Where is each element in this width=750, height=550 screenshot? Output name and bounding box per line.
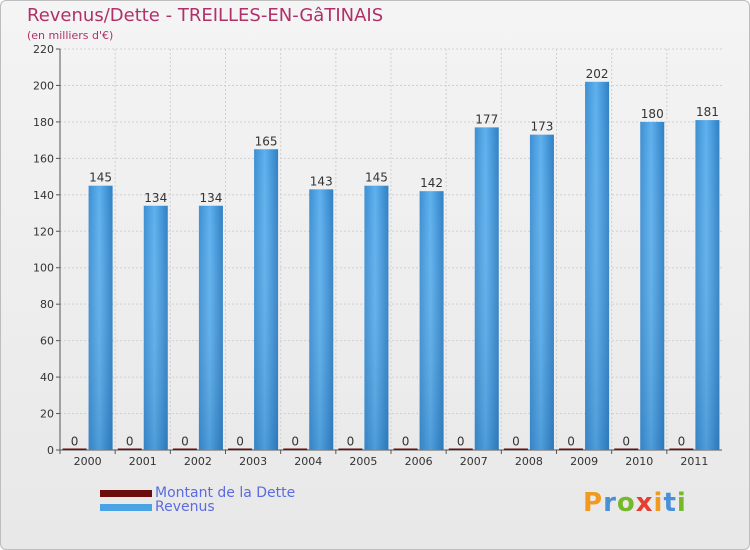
bar-revenus-shade xyxy=(419,191,444,450)
y-tick-label: 140 xyxy=(33,189,54,202)
x-tick-label: 2004 xyxy=(294,455,322,468)
logo-letter: i xyxy=(676,488,687,518)
bar-dette xyxy=(503,448,528,450)
bar-dette xyxy=(172,448,197,450)
bar-dette xyxy=(228,448,253,450)
x-tick-label: 2001 xyxy=(129,455,157,468)
bar-dette xyxy=(283,448,308,450)
bar-revenus-shade xyxy=(585,81,610,451)
data-label-dette: 0 xyxy=(71,435,79,449)
logo-letter: i xyxy=(653,488,664,518)
data-label-dette: 0 xyxy=(347,435,355,449)
x-tick-label: 2008 xyxy=(515,455,543,468)
data-label-dette: 0 xyxy=(622,435,630,449)
data-label-revenus: 145 xyxy=(365,171,388,185)
bar-dette xyxy=(669,448,694,450)
logo-letter: P xyxy=(583,488,604,518)
y-tick-label: 120 xyxy=(33,225,54,238)
data-label-dette: 0 xyxy=(512,435,520,449)
y-tick-label: 220 xyxy=(33,43,54,56)
x-tick-label: 2000 xyxy=(74,455,102,468)
data-label-revenus: 142 xyxy=(420,176,443,190)
bar-revenus-shade xyxy=(474,127,499,451)
legend-swatch-revenus xyxy=(100,504,152,511)
chart-subtitle: (en milliers d'€) xyxy=(27,29,114,42)
bar-revenus-shade xyxy=(143,205,168,450)
legend-label-dette: Montant de la Dette xyxy=(155,485,296,501)
data-label-revenus: 145 xyxy=(89,171,112,185)
bar-dette xyxy=(62,448,87,450)
legend-swatch-dette xyxy=(100,490,152,497)
x-tick-label: 2011 xyxy=(680,455,708,468)
bar-dette xyxy=(448,448,473,450)
data-label-dette: 0 xyxy=(402,435,410,449)
x-tick-label: 2002 xyxy=(184,455,212,468)
logo-letter: x xyxy=(635,488,654,518)
bar-dette xyxy=(117,448,142,450)
bar-dette xyxy=(338,448,363,450)
x-tick-label: 2007 xyxy=(460,455,488,468)
x-tick-label: 2003 xyxy=(239,455,267,468)
y-tick-label: 20 xyxy=(40,408,54,421)
grid xyxy=(60,48,722,451)
data-label-revenus: 202 xyxy=(586,67,609,81)
data-label-dette: 0 xyxy=(236,435,244,449)
x-tick-label: 2009 xyxy=(570,455,598,468)
data-label-dette: 0 xyxy=(291,435,299,449)
bar-revenus-shade xyxy=(88,185,113,451)
bar-revenus-shade xyxy=(529,134,554,450)
y-tick-label: 100 xyxy=(33,262,54,275)
data-label-dette: 0 xyxy=(126,435,134,449)
data-label-revenus: 177 xyxy=(475,112,498,126)
bar-revenus-shade xyxy=(254,149,279,450)
bars xyxy=(62,81,720,451)
x-tick-label: 2005 xyxy=(349,455,377,468)
x-tick-label: 2010 xyxy=(625,455,653,468)
data-label-dette: 0 xyxy=(457,435,465,449)
data-label-revenus: 134 xyxy=(199,191,222,205)
y-tick-label: 0 xyxy=(47,444,54,457)
bar-dette xyxy=(559,448,584,450)
data-label-revenus: 134 xyxy=(144,191,167,205)
data-label-revenus: 165 xyxy=(255,134,278,148)
data-labels: 0 145 0 134 0 134 0 165 0 143 0 145 0 142 0 177 0 173 0 202… xyxy=(71,67,719,449)
bar-revenus-shade xyxy=(309,189,334,450)
y-tick-label: 60 xyxy=(40,335,54,348)
data-label-revenus: 181 xyxy=(696,105,719,119)
logo-letter: o xyxy=(616,488,636,518)
x-tick-label: 2006 xyxy=(405,455,433,468)
data-label-revenus: 143 xyxy=(310,174,333,188)
y-tick-label: 200 xyxy=(33,79,54,92)
bar-revenus-shade xyxy=(364,185,389,451)
bar-dette xyxy=(393,448,418,450)
legend-label-revenus: Revenus xyxy=(155,499,215,515)
data-label-revenus: 180 xyxy=(641,107,664,121)
y-tick-label: 40 xyxy=(40,371,54,384)
bar-revenus-shade xyxy=(640,121,665,450)
y-tick-label: 180 xyxy=(33,116,54,129)
logo-letter: t xyxy=(663,488,677,518)
bar-revenus-shade xyxy=(695,120,720,450)
data-label-revenus: 173 xyxy=(530,120,553,134)
proxiti-logo: Proxiti xyxy=(583,488,687,518)
data-label-dette: 0 xyxy=(181,435,189,449)
y-tick-label: 160 xyxy=(33,152,54,165)
y-tick-label: 80 xyxy=(40,298,54,311)
chart-title: Revenus/Dette - TREILLES-EN-GâTINAIS xyxy=(27,5,384,26)
logo-letter: r xyxy=(603,488,617,518)
bar-revenus-shade xyxy=(198,205,223,450)
data-label-dette: 0 xyxy=(567,435,575,449)
bar-dette xyxy=(614,448,639,450)
data-label-dette: 0 xyxy=(678,435,686,449)
